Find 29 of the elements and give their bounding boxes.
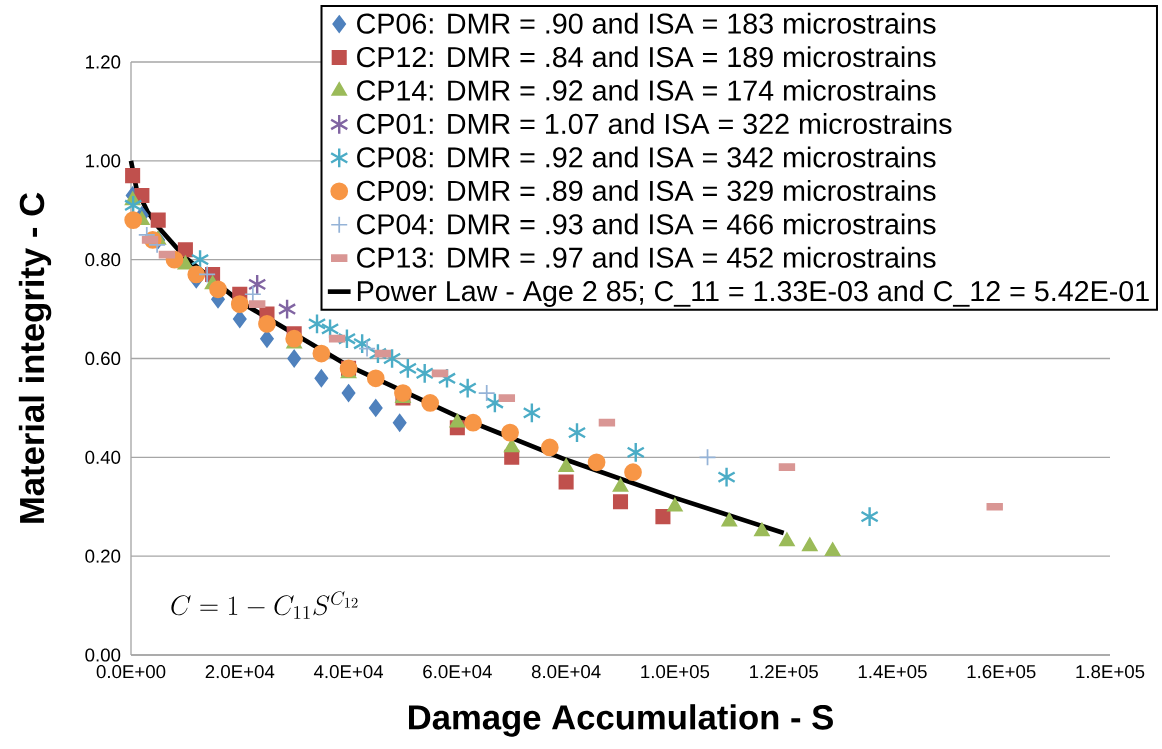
x-tick-label: 1.2E+05 xyxy=(750,665,818,679)
x-tick-label: 8.0E+04 xyxy=(531,665,601,679)
y-tick-label: 0.20 xyxy=(85,549,121,563)
legend-label: CP01: DMR = 1.07 and ISA = 322 microstrains xyxy=(357,113,952,135)
legend-label: CP12: DMR = .84 and ISA = 189 microstrains xyxy=(357,46,936,68)
legend-label: Power Law - Age 2 85; C_11 = 1.33E-03 and C_12 = 5.42E-01 xyxy=(357,280,1149,307)
legend-label: CP09: DMR = .89 and ISA = 329 microstrains xyxy=(357,179,936,201)
y-tick-label: 1.20 xyxy=(86,55,121,69)
legend-label: CP13: DMR = .97 and ISA = 452 microstrains xyxy=(357,246,936,268)
x-tick-label: 4.0E+04 xyxy=(313,665,384,679)
y-tick-label: 0.40 xyxy=(85,450,121,464)
y-tick-label: 1.00 xyxy=(86,154,121,168)
x-tick-label: 6.0E+04 xyxy=(423,665,492,679)
y-axis-title: Material integrity - C xyxy=(18,192,52,523)
y-tick-label: 0.80 xyxy=(85,253,121,267)
y-tick-label: 0.60 xyxy=(85,351,121,366)
legend-label: CP06: DMR = .90 and ISA = 183 microstrains xyxy=(357,12,936,34)
legend-label: CP14: DMR = .92 and ISA = 174 microstrains xyxy=(357,79,936,101)
x-tick-label: 1.6E+05 xyxy=(967,665,1036,679)
x-tick-label: 1.8E+05 xyxy=(1076,665,1145,679)
x-tick-label: 2.0E+04 xyxy=(205,665,275,679)
x-tick-label: 1.0E+05 xyxy=(641,665,710,679)
legend-label: CP04: DMR = .93 and ISA = 466 microstrains xyxy=(357,213,936,235)
x-tick-label: 1.4E+05 xyxy=(858,665,927,679)
y-tick-label: 0.00 xyxy=(85,648,121,662)
legend-label: CP08: DMR = .92 and ISA = 342 microstrains xyxy=(357,146,936,168)
x-axis-title: Damage Accumulation - S xyxy=(409,704,833,737)
annotation: $C = 1 - C_{11}S^{C_{12}}$ xyxy=(171,591,358,619)
x-tick-label: 0.0E+00 xyxy=(96,665,166,679)
